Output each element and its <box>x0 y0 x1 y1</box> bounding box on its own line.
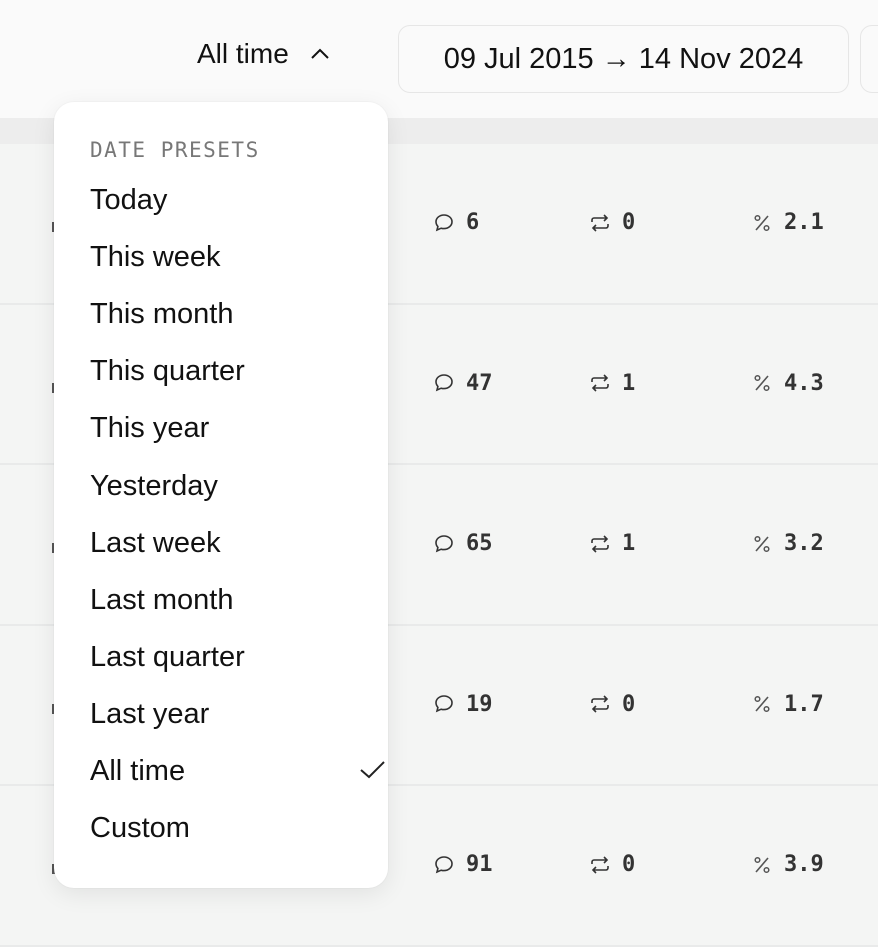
menu-item-this-quarter[interactable]: This quarter <box>90 355 245 388</box>
date-range-text: 09 Jul 2015 → 14 Nov 2024 <box>443 42 804 75</box>
comments-count: 47 <box>432 371 493 396</box>
comments-count: 6 <box>432 210 479 235</box>
repost-icon <box>591 213 609 232</box>
percent-icon <box>754 374 770 392</box>
engagement-rate: 4.3 <box>750 371 824 396</box>
table-row[interactable]: 65 1 3.2 <box>0 465 878 626</box>
repost-icon <box>591 374 609 392</box>
date-preset-label: All time <box>197 38 289 69</box>
menu-item-this-month[interactable]: This month <box>90 298 234 331</box>
menu-item-this-year[interactable]: This year <box>90 412 210 445</box>
row-marker <box>52 382 55 393</box>
engagement-rate: 1.7 <box>750 692 824 717</box>
repost-icon <box>591 534 609 553</box>
row-marker <box>52 543 55 553</box>
percent-icon <box>754 695 770 713</box>
engagement-rate: 3.2 <box>750 531 824 556</box>
menu-item-custom[interactable]: Custom <box>90 812 190 845</box>
date-range-button[interactable]: 09 Jul 2015 → 14 Nov 2024 <box>398 25 849 93</box>
reposts-count: 0 <box>588 852 635 877</box>
menu-item-last-quarter[interactable]: Last quarter <box>90 640 245 673</box>
menu-item-all-time[interactable]: All time <box>90 743 388 800</box>
check-icon <box>360 761 385 779</box>
row-marker <box>52 864 55 874</box>
menu-item-today[interactable]: Today <box>90 184 168 217</box>
menu-item-last-year[interactable]: Last year <box>90 697 210 730</box>
menu-item-last-month[interactable]: Last month <box>90 583 234 616</box>
comment-icon <box>435 695 453 713</box>
engagement-rate: 3.9 <box>750 852 824 877</box>
comment-icon <box>435 213 453 231</box>
row-marker <box>52 703 55 714</box>
toolbar-next-button[interactable] <box>860 25 878 93</box>
table-row[interactable]: 6 0 2.1 <box>0 144 878 305</box>
date-presets-dropdown: DATE PRESETS Today This week This month Thi… <box>54 102 388 888</box>
menu-item-this-week[interactable]: This week <box>90 241 221 274</box>
percent-icon <box>754 214 770 231</box>
menu-item-yesterday[interactable]: Yesterday <box>90 469 218 502</box>
post-list: 6 0 2.1 47 1 4.3 65 1 3.2 19 0 1.7 91 0 … <box>0 144 878 947</box>
percent-icon <box>754 856 770 873</box>
comment-icon <box>435 374 453 392</box>
comment-icon <box>435 534 453 552</box>
comments-count: 19 <box>432 692 493 717</box>
percent-icon <box>754 535 770 552</box>
date-preset-toggle[interactable]: All time <box>197 38 331 70</box>
repost-icon <box>591 695 609 713</box>
menu-item-last-week[interactable]: Last week <box>90 526 221 559</box>
comments-count: 65 <box>432 531 493 556</box>
table-row[interactable]: 47 1 4.3 <box>0 305 878 465</box>
comments-count: 91 <box>432 852 493 877</box>
menu-heading: DATE PRESETS <box>90 138 260 162</box>
reposts-count: 0 <box>588 210 635 235</box>
repost-icon <box>591 855 609 874</box>
comment-icon <box>435 855 453 873</box>
reposts-count: 0 <box>588 692 635 717</box>
row-marker <box>52 222 55 232</box>
chevron-up-icon <box>311 48 329 59</box>
reposts-count: 1 <box>588 531 635 556</box>
table-row[interactable]: 19 0 1.7 <box>0 626 878 786</box>
engagement-rate: 2.1 <box>750 210 824 235</box>
reposts-count: 1 <box>588 371 635 396</box>
